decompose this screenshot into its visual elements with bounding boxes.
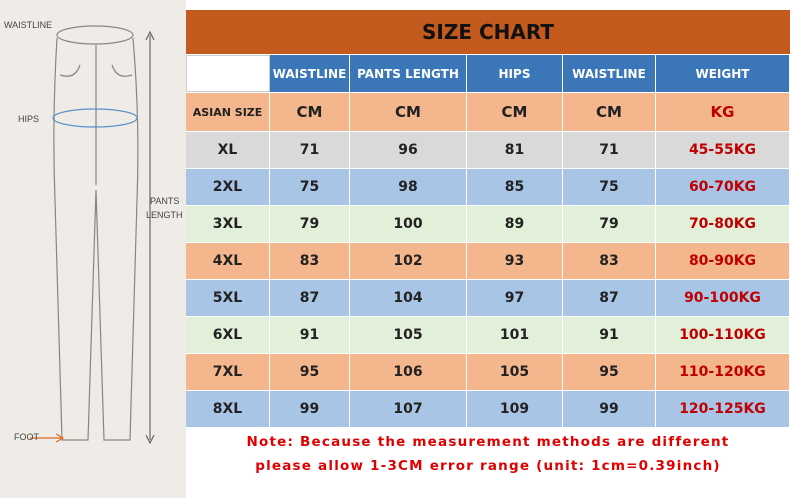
table-cell: 71 — [563, 132, 656, 168]
table-cell: 91 — [270, 317, 350, 353]
table-cell: PANTS LENGTH — [350, 55, 467, 92]
table-cell: 102 — [350, 243, 467, 279]
table-cell: 107 — [350, 391, 467, 427]
table-cell: 109 — [467, 391, 563, 427]
data-row: 5XL 87 104 97 87 90-100KG — [186, 280, 790, 317]
table-cell: 99 — [270, 391, 350, 427]
table-cell: CM — [350, 93, 467, 131]
data-row: XL 71 96 81 71 45-55KG — [186, 132, 790, 169]
table-title: SIZE CHART — [186, 10, 790, 55]
table-cell: CM — [467, 93, 563, 131]
data-row: 7XL 95 106 105 95 110-120KG — [186, 354, 790, 391]
diagram-label: FOOT — [14, 432, 39, 442]
table-cell: 96 — [350, 132, 467, 168]
table-cell: 95 — [563, 354, 656, 390]
table-cell: CM — [270, 93, 350, 131]
table-cell: 83 — [270, 243, 350, 279]
diagram-label: WAISTLINE — [4, 20, 53, 30]
table-cell: 75 — [270, 169, 350, 205]
table-cell: 7XL — [186, 354, 270, 390]
table-cell: 100 — [350, 206, 467, 242]
table-cell — [186, 55, 270, 92]
table-cell: 100-110KG — [656, 317, 790, 353]
table-cell: 105 — [467, 354, 563, 390]
table-cell: 106 — [350, 354, 467, 390]
table-cell: 75 — [563, 169, 656, 205]
data-row: 6XL 91 105 101 91 100-110KG — [186, 317, 790, 354]
pants-diagram: WAISTLINE HIPS PANTS LENGTH FOOT — [0, 0, 186, 498]
diagram-label: HIPS — [18, 114, 40, 124]
table-cell: 70-80KG — [656, 206, 790, 242]
table-cell: 71 — [270, 132, 350, 168]
header-row: WAISTLINE PANTS LENGTH HIPS WAISTLINE WEIGHT — [186, 55, 790, 93]
table-cell: CM — [563, 93, 656, 131]
table-cell: 95 — [270, 354, 350, 390]
table-cell: 5XL — [186, 280, 270, 316]
unit-row: ASIAN SIZE CM CM CM CM KG — [186, 93, 790, 132]
data-row: 2XL 75 98 85 75 60-70KG — [186, 169, 790, 206]
table-cell: 3XL — [186, 206, 270, 242]
table-cell: 98 — [350, 169, 467, 205]
table-cell: KG — [656, 93, 790, 131]
table-cell: 110-120KG — [656, 354, 790, 390]
table-cell: 120-125KG — [656, 391, 790, 427]
table-cell: WEIGHT — [656, 55, 790, 92]
table-cell: 2XL — [186, 169, 270, 205]
table-cell: WAISTLINE — [270, 55, 350, 92]
table-cell: 6XL — [186, 317, 270, 353]
table-cell: 104 — [350, 280, 467, 316]
note-line: please allow 1-3CM error range (unit: 1c… — [255, 458, 721, 474]
table-cell: XL — [186, 132, 270, 168]
table-cell: 99 — [563, 391, 656, 427]
table-cell: HIPS — [467, 55, 563, 92]
table-cell: ASIAN SIZE — [186, 93, 270, 131]
size-table: SIZE CHART WAISTLINE PANTS LENGTH HIPS WAIS… — [186, 10, 790, 428]
diagram-label: PANTS — [150, 196, 180, 206]
data-row: 3XL 79 100 89 79 70-80KG — [186, 206, 790, 243]
table-cell: 83 — [563, 243, 656, 279]
table-cell: 60-70KG — [656, 169, 790, 205]
table-cell: 79 — [270, 206, 350, 242]
data-row: 8XL 99 107 109 99 120-125KG — [186, 391, 790, 428]
table-cell: 90-100KG — [656, 280, 790, 316]
table-cell: 79 — [563, 206, 656, 242]
data-row: 4XL 83 102 93 83 80-90KG — [186, 243, 790, 280]
note-line: Note: Because the measurement methods ar… — [246, 434, 730, 450]
table-cell: 87 — [563, 280, 656, 316]
table-cell: 89 — [467, 206, 563, 242]
pants-sketch — [30, 25, 155, 445]
table-cell: 93 — [467, 243, 563, 279]
table-cell: 80-90KG — [656, 243, 790, 279]
table-cell: 87 — [270, 280, 350, 316]
table-cell: 81 — [467, 132, 563, 168]
table-cell: 45-55KG — [656, 132, 790, 168]
table-cell: 4XL — [186, 243, 270, 279]
table-cell: WAISTLINE — [563, 55, 656, 92]
diagram-label: LENGTH — [146, 210, 183, 220]
table-cell: 91 — [563, 317, 656, 353]
table-cell: 85 — [467, 169, 563, 205]
table-cell: 8XL — [186, 391, 270, 427]
table-cell: 97 — [467, 280, 563, 316]
table-cell: 101 — [467, 317, 563, 353]
table-cell: 105 — [350, 317, 467, 353]
